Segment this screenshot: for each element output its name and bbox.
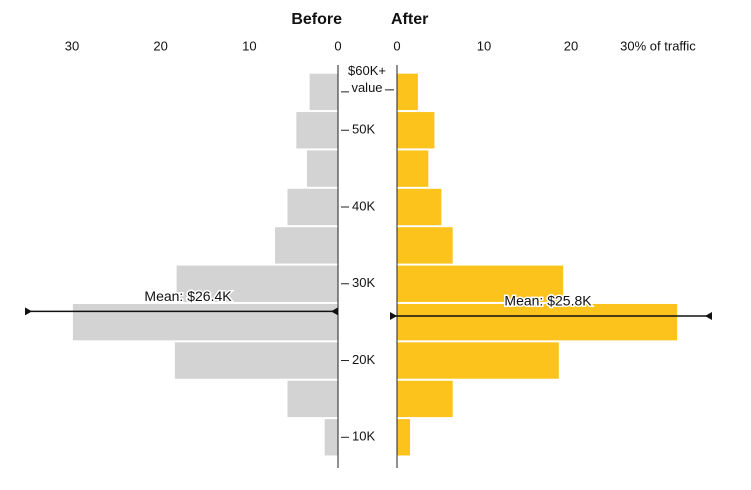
mean-arrow bbox=[390, 312, 397, 321]
y-tick-label: $60K+ value bbox=[348, 63, 386, 95]
y-tick-label: 30K bbox=[352, 275, 375, 290]
y-tick-label: 10K bbox=[352, 429, 375, 444]
bar bbox=[397, 419, 411, 456]
bar bbox=[176, 265, 338, 302]
bar bbox=[397, 112, 435, 149]
bar bbox=[275, 227, 338, 264]
bar bbox=[397, 265, 564, 302]
bar bbox=[397, 303, 678, 341]
mean-label: Mean: $26.4K bbox=[144, 288, 232, 304]
bar bbox=[397, 188, 442, 226]
y-tick-label: 40K bbox=[352, 198, 375, 213]
right-title: After bbox=[391, 11, 428, 28]
y-tick-label: 20K bbox=[352, 352, 375, 367]
bar bbox=[309, 73, 338, 111]
bar bbox=[397, 150, 429, 187]
bar bbox=[306, 150, 338, 187]
mean-label: Mean: $25.8K bbox=[504, 293, 592, 309]
bar bbox=[397, 227, 453, 264]
x-tick-label: 30% of traffic bbox=[620, 38, 696, 53]
bar bbox=[397, 73, 418, 111]
x-tick-label: 10 bbox=[242, 38, 256, 53]
x-tick-label: 30 bbox=[65, 38, 79, 53]
mean-arrow bbox=[705, 312, 712, 321]
bar bbox=[296, 112, 338, 149]
bar bbox=[324, 419, 338, 456]
bar bbox=[287, 188, 338, 226]
y-tick-label-line: value bbox=[351, 80, 382, 95]
y-tick-label: 50K bbox=[352, 122, 375, 137]
bar bbox=[397, 380, 453, 418]
mean-arrow bbox=[25, 307, 32, 316]
x-tick-label: 20 bbox=[153, 38, 167, 53]
x-tick-label: 0 bbox=[393, 38, 400, 53]
x-tick-label: 10 bbox=[477, 38, 491, 53]
mean-arrow bbox=[331, 307, 338, 316]
bar bbox=[397, 342, 559, 379]
bar bbox=[287, 380, 338, 418]
bar bbox=[174, 342, 338, 379]
y-tick-label-line: $60K+ bbox=[348, 63, 386, 78]
left-title: Before bbox=[291, 11, 342, 28]
bar bbox=[72, 303, 339, 341]
x-tick-label: 20 bbox=[564, 38, 578, 53]
x-tick-label: 0 bbox=[334, 38, 341, 53]
